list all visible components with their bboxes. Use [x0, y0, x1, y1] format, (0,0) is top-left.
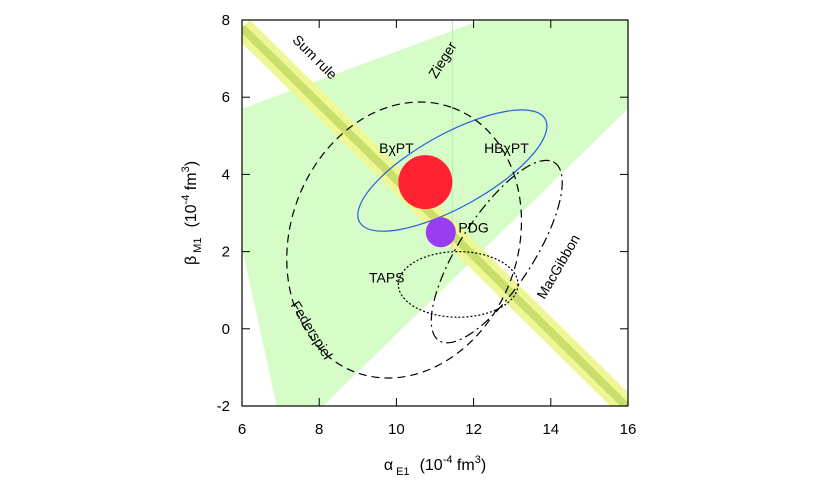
- x-axis-label-units_exp: -4: [443, 454, 453, 466]
- y-axis-label-subscript: M1: [192, 238, 204, 253]
- y-axis-label-symbol: β: [183, 256, 200, 265]
- y-axis-label-units_mid: fm: [183, 172, 200, 194]
- x-tick-label: 10: [388, 421, 405, 438]
- point-bchipt: [398, 155, 453, 210]
- x-tick-label: 8: [315, 421, 323, 438]
- y-axis-label-units_post: ): [183, 161, 200, 166]
- point-pdg: [425, 217, 456, 248]
- y-tick-label: 8: [222, 12, 230, 29]
- y-axis-label: β M1 (10-4 fm3): [180, 161, 204, 265]
- x-axis-label-units_exp2: 3: [475, 454, 481, 466]
- x-axis-label-units_pre: (10: [420, 457, 443, 474]
- x-axis-label-symbol: α: [384, 457, 393, 474]
- annotation-taps: TAPS: [369, 269, 405, 285]
- ellipse-hbchipt: [357, 109, 548, 232]
- y-tick-label: 6: [222, 89, 230, 106]
- x-axis-label: α E1 (10-4 fm3): [384, 454, 486, 478]
- annotation-hbchipt: HBχPT: [484, 140, 529, 156]
- plot-border: [241, 19, 629, 407]
- y-tick-label: 2: [222, 244, 230, 261]
- ellipse-macgibbon: [430, 159, 563, 344]
- sum-rule-line: [242, 24, 628, 406]
- ellipse-federspiel: [286, 101, 523, 379]
- x-axis-label-subscript: E1: [396, 466, 409, 478]
- y-tick-label: 4: [222, 166, 230, 183]
- plot-area: [242, 20, 628, 406]
- annotation-pdg: PDG: [458, 219, 488, 235]
- annotation-bchipt: BχPT: [379, 140, 414, 156]
- y-axis-label-units_exp2: 3: [180, 166, 192, 172]
- axes-frame: [241, 19, 629, 407]
- x-axis-label-units_mid: fm: [452, 457, 474, 474]
- y-axis-label-units_exp: -4: [180, 195, 192, 205]
- x-tick-label: 12: [465, 421, 482, 438]
- y-tick-label: 0: [222, 321, 230, 338]
- y-tick-label: -2: [217, 398, 230, 415]
- x-axis-label-units_post: ): [481, 457, 486, 474]
- x-tick-label: 14: [542, 421, 559, 438]
- x-tick-label: 6: [238, 421, 246, 438]
- x-tick-label: 16: [620, 421, 637, 438]
- annotation-macgibbon: MacGibbon: [533, 231, 583, 301]
- y-axis-label-units_pre: (10: [183, 204, 200, 227]
